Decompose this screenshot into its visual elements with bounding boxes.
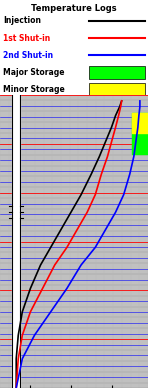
- Text: 2nd Shut-in: 2nd Shut-in: [3, 51, 53, 60]
- FancyBboxPatch shape: [89, 66, 145, 79]
- Text: Minor Storage: Minor Storage: [3, 85, 65, 94]
- FancyBboxPatch shape: [89, 83, 145, 96]
- Text: Injection: Injection: [3, 16, 41, 25]
- Text: Temperature Logs: Temperature Logs: [31, 4, 117, 13]
- Text: Major Storage: Major Storage: [3, 68, 65, 77]
- Text: 1st Shut-in: 1st Shut-in: [3, 33, 50, 43]
